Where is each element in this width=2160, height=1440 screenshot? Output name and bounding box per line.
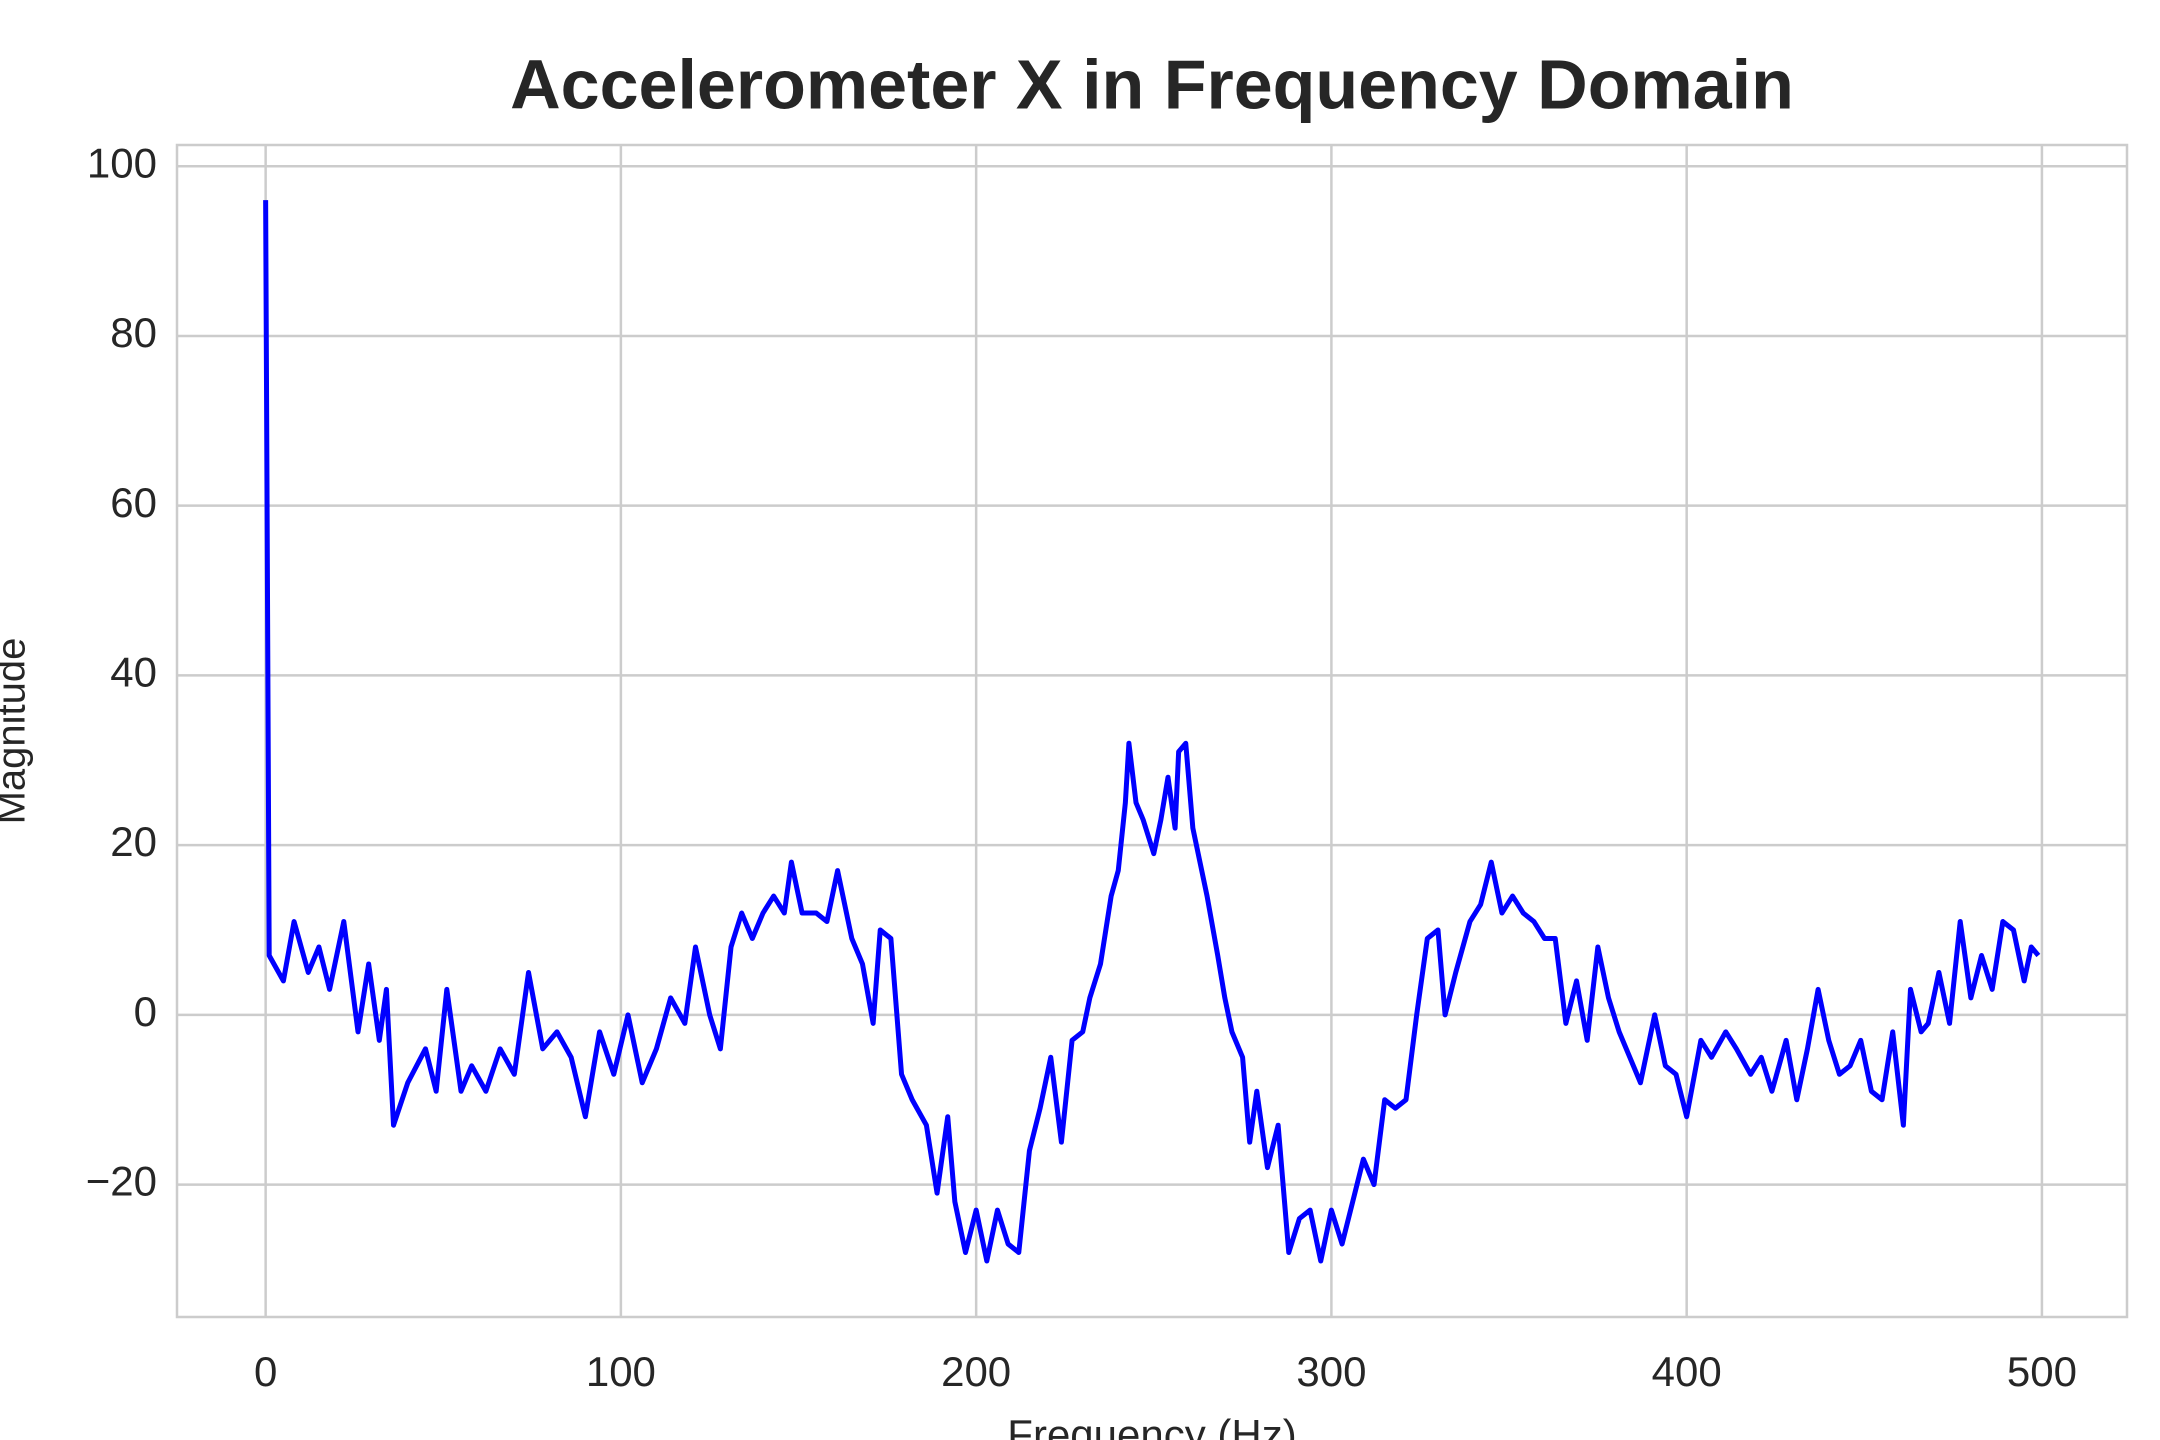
y-tick-label: −20 (86, 1158, 157, 1205)
y-tick-label: 0 (134, 988, 157, 1035)
x-tick-label: 300 (1296, 1348, 1366, 1395)
plot-frame (175, 143, 2129, 1319)
x-tick-label: 500 (2007, 1348, 2077, 1395)
x-tick-label: 200 (941, 1348, 1011, 1395)
x-tick-label: 0 (254, 1348, 277, 1395)
x-tick-label: 100 (586, 1348, 656, 1395)
y-axis-label: Magnitude (0, 638, 34, 825)
y-tick-label: 80 (110, 309, 157, 356)
data-line (263, 200, 2041, 1264)
chart-title: Accelerometer X in Frequency Domain (510, 45, 1794, 123)
y-tick-label: 100 (87, 139, 157, 186)
x-tick-label: 400 (1652, 1348, 1722, 1395)
y-tick-label: 20 (110, 818, 157, 865)
x-axis-label: Frequency (Hz) (1007, 1411, 1296, 1440)
y-tick-label: 60 (110, 479, 157, 526)
y-tick-label: 40 (110, 649, 157, 696)
